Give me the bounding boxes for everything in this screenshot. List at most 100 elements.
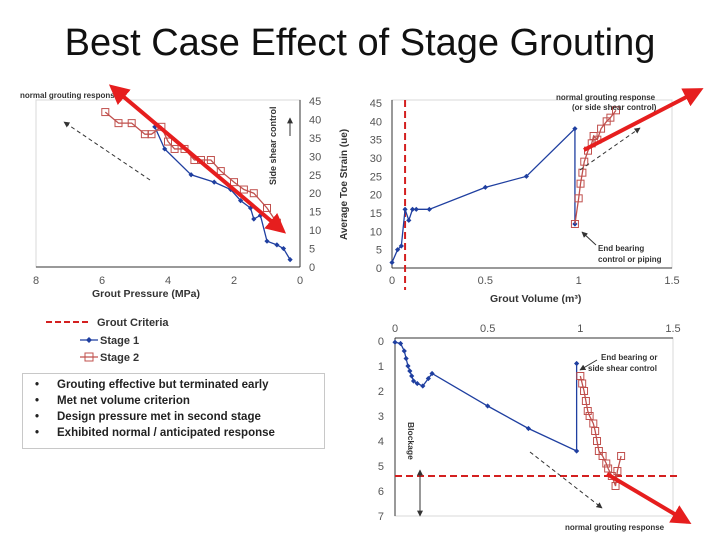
red-arrow-pressure bbox=[108, 84, 287, 234]
tick-label: 10 bbox=[370, 226, 382, 238]
data-point bbox=[264, 238, 270, 244]
volume-annotation-top2: side shear control bbox=[588, 364, 657, 373]
tick-label: 1 bbox=[378, 361, 384, 373]
data-point bbox=[574, 448, 580, 454]
tick-label: 25 bbox=[370, 171, 382, 183]
data-point bbox=[407, 368, 413, 374]
data-point bbox=[611, 482, 620, 490]
tick-label: 4 bbox=[165, 275, 171, 287]
series-line-volume-1 bbox=[394, 341, 578, 453]
data-point bbox=[405, 363, 411, 369]
tick-label: 30 bbox=[370, 153, 382, 165]
red-arrow-strain bbox=[583, 88, 704, 152]
tick-label: 25 bbox=[309, 170, 321, 182]
data-point bbox=[426, 206, 432, 212]
note-item: Grouting effective but terminated early bbox=[35, 377, 324, 393]
pressure-xlabel: Grout Pressure (MPa) bbox=[92, 288, 200, 300]
pressure-ylabel: Side shear control bbox=[268, 106, 278, 185]
data-point bbox=[612, 106, 620, 115]
data-point bbox=[403, 355, 409, 362]
tick-label: 0 bbox=[309, 262, 315, 274]
strain-end-bearing-arrow bbox=[581, 231, 597, 246]
data-point bbox=[613, 467, 622, 475]
volume-trend-arrow bbox=[529, 451, 603, 509]
data-point bbox=[420, 383, 426, 389]
data-point bbox=[591, 427, 600, 435]
tick-label: 20 bbox=[370, 190, 382, 202]
data-point bbox=[578, 168, 587, 177]
emphasis-arrows bbox=[108, 84, 704, 525]
volume-annotation-bottom: normal grouting response bbox=[565, 523, 665, 532]
note-item: Design pressure met in second stage bbox=[35, 409, 324, 425]
data-point bbox=[597, 124, 606, 133]
legend-stage2-label: Stage 2 bbox=[100, 352, 139, 364]
tick-label: 5 bbox=[309, 244, 315, 256]
data-point bbox=[574, 194, 583, 203]
strain-annotation-bottom2: control or piping bbox=[598, 255, 662, 264]
strain-annotation-top: normal grouting response bbox=[556, 93, 656, 102]
tick-label: 0 bbox=[392, 323, 398, 335]
data-point bbox=[583, 407, 592, 415]
data-point bbox=[482, 184, 488, 190]
data-point bbox=[570, 220, 579, 228]
tick-label: 40 bbox=[370, 116, 382, 128]
data-point bbox=[402, 206, 408, 212]
data-point bbox=[397, 340, 404, 347]
tick-label: 40 bbox=[309, 114, 321, 126]
data-point bbox=[581, 397, 590, 405]
data-point bbox=[617, 452, 626, 460]
tick-label: 20 bbox=[309, 188, 321, 200]
data-point bbox=[576, 179, 585, 188]
note-item: Met net volume criterion bbox=[35, 393, 324, 409]
legend-stage1-label: Stage 1 bbox=[100, 335, 139, 347]
volume-ylabel: Blockage bbox=[406, 422, 416, 460]
slide-title: Best Case Effect of Stage Grouting bbox=[64, 22, 656, 64]
tick-label: 0 bbox=[297, 275, 303, 287]
legend-criteria-label: Grout Criteria bbox=[97, 317, 169, 329]
tick-label: 45 bbox=[309, 96, 321, 108]
tick-label: 0 bbox=[376, 263, 382, 275]
tick-label: 15 bbox=[309, 207, 321, 219]
volume-annotation-top: End bearing or bbox=[601, 353, 657, 362]
red-arrow-volume bbox=[605, 472, 692, 525]
data-point bbox=[409, 206, 416, 212]
strain-annotation-top2: (or side shear control) bbox=[572, 103, 657, 112]
data-point bbox=[606, 113, 615, 122]
tick-label: 3 bbox=[378, 411, 384, 423]
tick-label: 2 bbox=[378, 386, 384, 398]
pressure-annotation: normal grouting response bbox=[20, 91, 120, 100]
data-point bbox=[414, 380, 420, 387]
data-point bbox=[280, 245, 287, 252]
data-point bbox=[602, 459, 611, 468]
summary-notes: Grouting effective but terminated early … bbox=[22, 373, 325, 449]
tick-label: 1 bbox=[577, 323, 583, 335]
data-point bbox=[574, 360, 580, 367]
data-point bbox=[580, 387, 589, 395]
data-point bbox=[392, 339, 398, 345]
volume-chart: 0 0.5 1 1.5 0 1 2 3 4 5 6 7 End bearing or side sh… bbox=[378, 323, 681, 532]
data-point bbox=[274, 242, 280, 248]
data-point bbox=[485, 403, 491, 409]
tick-label: 0.5 bbox=[478, 275, 493, 287]
volume-end-bearing-arrow bbox=[579, 359, 598, 371]
tick-label: 1.5 bbox=[664, 275, 679, 287]
data-point bbox=[395, 247, 401, 253]
data-point bbox=[398, 243, 404, 249]
data-point bbox=[409, 373, 415, 379]
data-point bbox=[425, 375, 431, 382]
tick-label: 0 bbox=[378, 336, 384, 348]
data-point bbox=[525, 425, 532, 432]
tick-label: 0 bbox=[389, 275, 395, 287]
strain-ylabel: Average Toe Strain (ue) bbox=[339, 129, 350, 240]
tick-label: 45 bbox=[370, 98, 382, 110]
tick-label: 5 bbox=[378, 461, 384, 473]
data-point bbox=[413, 206, 419, 212]
tick-label: 8 bbox=[33, 275, 39, 287]
tick-label: 30 bbox=[309, 151, 321, 163]
tick-label: 1.5 bbox=[665, 323, 680, 335]
data-point bbox=[101, 108, 110, 117]
tick-label: 6 bbox=[99, 275, 105, 287]
note-item: Exhibited normal / anticipated response bbox=[35, 425, 324, 441]
